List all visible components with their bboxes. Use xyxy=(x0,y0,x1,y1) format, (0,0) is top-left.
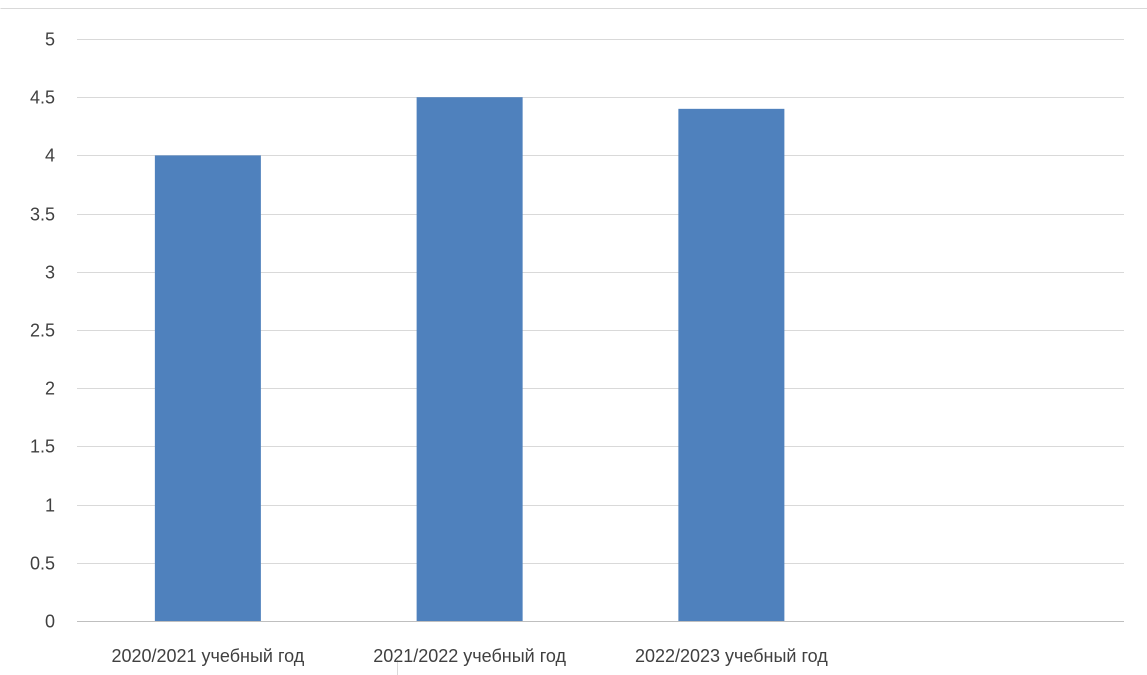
y-tick-label: 2 xyxy=(45,379,55,399)
y-tick-label: 0 xyxy=(45,612,55,632)
bar xyxy=(154,155,261,621)
x-tick-label: 2021/2022 учебный год xyxy=(373,646,566,666)
x-tick-label: 2020/2021 учебный год xyxy=(111,646,304,666)
bar xyxy=(416,97,523,621)
chart-border xyxy=(0,8,1147,675)
x-tick-label: 2022/2023 учебный год xyxy=(635,646,828,666)
x-axis-ticks: 2020/2021 учебный год 2021/2022 учебный г… xyxy=(111,646,828,666)
y-axis-ticks: 0 0.5 1 1.5 2 2.5 3 3.5 4 4.5 5 xyxy=(30,30,55,632)
y-tick-label: 3 xyxy=(45,263,55,283)
y-tick-label: 4 xyxy=(45,146,55,166)
bars xyxy=(154,97,785,622)
y-tick-label: 4.5 xyxy=(30,88,55,108)
y-tick-label: 1.5 xyxy=(30,437,55,457)
bar xyxy=(678,108,785,622)
y-tick-label: 1 xyxy=(45,496,55,516)
y-tick-label: 5 xyxy=(45,30,55,50)
y-tick-label: 0.5 xyxy=(30,554,55,574)
y-tick-label: 3.5 xyxy=(30,205,55,225)
y-tick-label: 2.5 xyxy=(30,321,55,341)
